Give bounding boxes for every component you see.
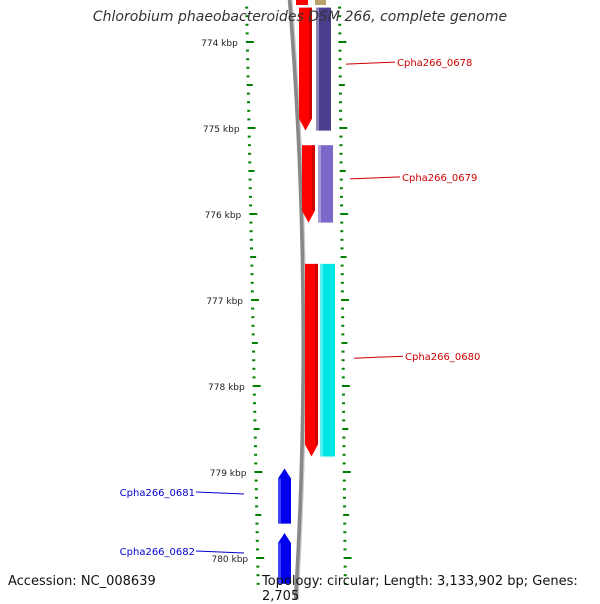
gene-track-bar — [320, 263, 335, 457]
gene-track-highlight — [316, 7, 319, 131]
gene-labels: Cpha266_0678 Cpha266_0679 Cpha266_0680 Cpha… — [120, 58, 481, 558]
scale-label: 774 kbp — [201, 39, 238, 49]
gene-arrow — [278, 468, 291, 524]
upstream-gene-fragment-cds — [296, 0, 308, 5]
gene-arrow-shade — [315, 263, 318, 445]
gene-track-highlight — [318, 145, 321, 223]
gene-label-leader — [195, 491, 245, 495]
scale-label: 776 kbp — [205, 211, 242, 221]
gene-track-highlight — [320, 263, 323, 457]
scale-label: 780 kbp — [211, 555, 248, 565]
scale-label: 778 kbp — [208, 383, 245, 393]
scale-label: 777 kbp — [206, 297, 243, 307]
gene-arrow — [278, 533, 291, 584]
gene-arrow-shade — [309, 7, 312, 119]
gene-arrow-shade — [278, 543, 281, 584]
gene-track-bar — [316, 7, 331, 131]
genome-title: Chlorobium phaeobacteroides DSM 266, com… — [92, 9, 508, 25]
genome-backbone — [287, 0, 306, 600]
gene-label: Cpha266_0680 — [405, 352, 480, 363]
gene-arrow-shade — [312, 145, 315, 211]
upstream-gene-fragment — [315, 0, 326, 5]
gene-arrow — [299, 7, 312, 131]
gene-label: Cpha266_0679 — [402, 173, 477, 184]
scale-label: 775 kbp — [203, 125, 240, 135]
gene-label: Cpha266_0681 — [120, 488, 195, 499]
gene-label-leader — [349, 176, 401, 180]
genes — [278, 7, 335, 584]
gene-label: Cpha266_0682 — [120, 547, 195, 558]
gene-arrow — [305, 263, 318, 457]
gene-arrow-shade — [278, 478, 281, 524]
gene-label-leader — [195, 550, 245, 554]
gene-label-leader — [353, 355, 404, 359]
gene-label: Cpha266_0678 — [397, 58, 472, 69]
scale-ticks: 774 kbp 775 kbp 776 kbp 777 kbp 778 kbp 779 k… — [201, 6, 352, 585]
gene-arrow — [302, 145, 315, 223]
scale-label: 779 kbp — [210, 469, 247, 479]
accession-text: Accession: NC_008639 — [8, 574, 156, 589]
gene-label-leader — [345, 61, 396, 65]
gene-track-bar — [318, 145, 333, 223]
